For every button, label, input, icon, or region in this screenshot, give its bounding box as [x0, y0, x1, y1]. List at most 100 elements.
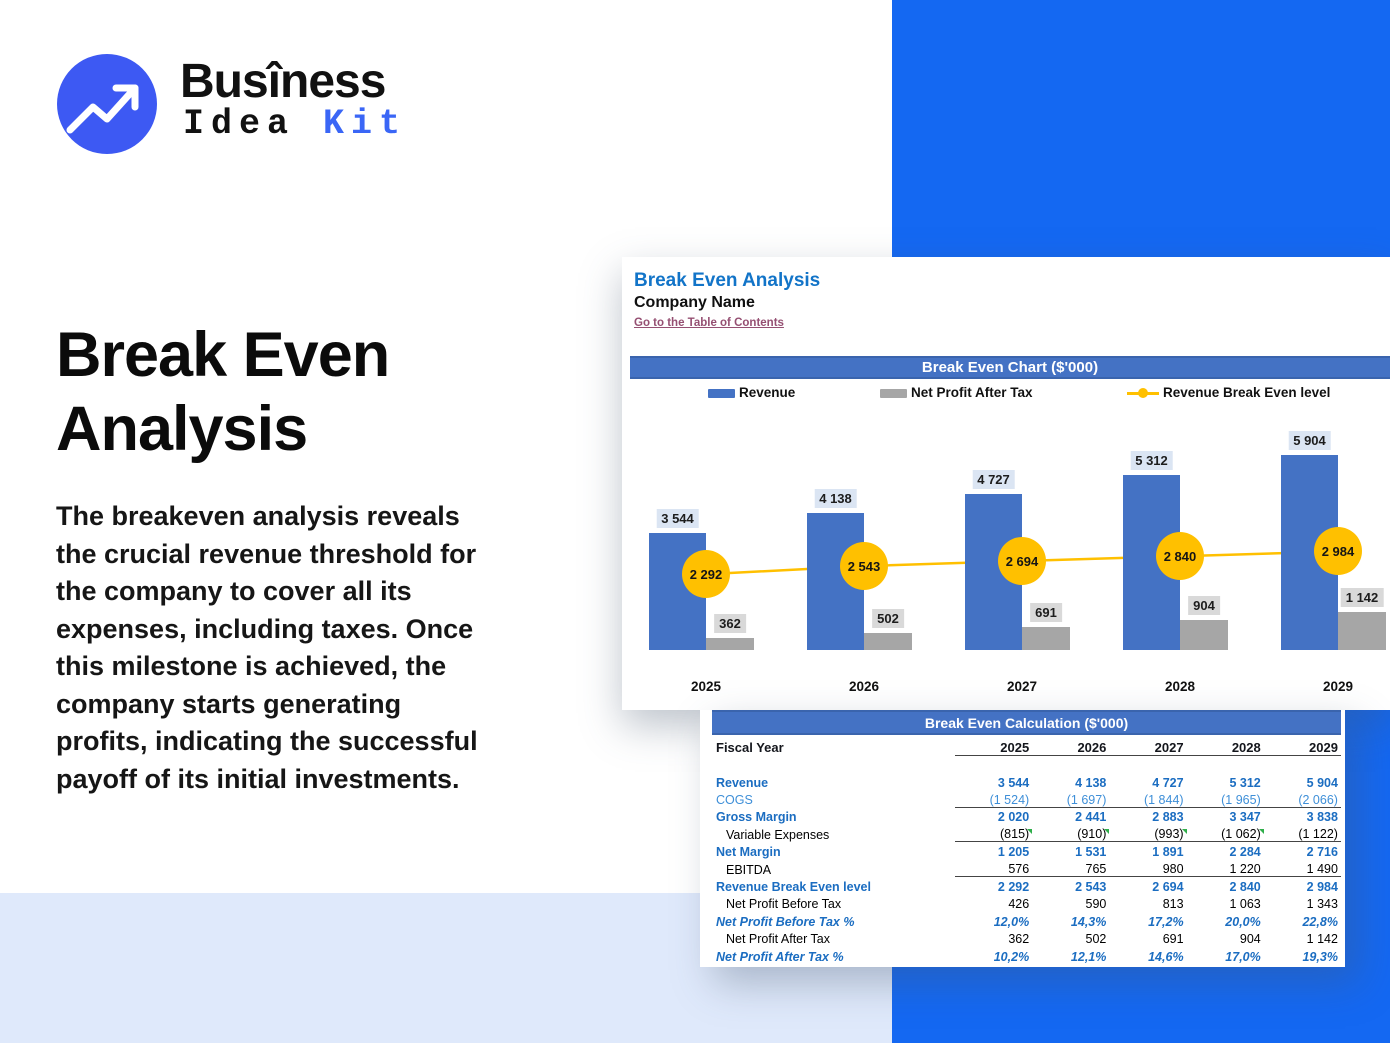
break-even-marker: 2 292 [682, 550, 730, 599]
break-even-marker: 2 694 [998, 537, 1046, 586]
row-values: 2 020 2 441 2 883 3 347 3 838 [955, 810, 1341, 824]
value-cell: 4 727 [1152, 775, 1184, 790]
category-axis-label: 2025 [690, 679, 722, 694]
value-cell: 1 205 [997, 845, 1030, 860]
net-profit-data-label: 691 [1030, 603, 1062, 623]
value-cell: (1 122) [1298, 827, 1338, 842]
net-profit-bar [706, 638, 754, 650]
row-values: 576 765 980 1 220 1 490 [955, 862, 1341, 878]
value-cell: (1 062) [1187, 827, 1264, 841]
revenue-data-label: 5 312 [1130, 450, 1173, 470]
row-values: 12,0% 14,3% 17,2% 20,0% 22,8% [955, 915, 1341, 929]
value-cell: 362 [1008, 932, 1030, 947]
net-profit-bar [1180, 620, 1228, 650]
value-cell: 1 063 [1229, 897, 1261, 912]
row-values: (1 524) (1 697) (1 844) (1 965) (2 066) [955, 793, 1341, 808]
table-row: COGS (1 524) (1 697) (1 844) (1 965) (2 066) [716, 791, 1341, 808]
chart-plot: 3 544 362 2 292 2025 4 138 502 2 543 2026 4 727 6… [622, 407, 1390, 710]
comment-flag-icon [1181, 829, 1187, 835]
trend-arrow-icon [57, 54, 157, 154]
fiscal-year-columns: 2025 2026 2027 2028 2029 [955, 740, 1341, 756]
value-cell: 2 441 [1075, 810, 1107, 825]
value-cell: 2 883 [1152, 810, 1184, 825]
revenue-swatch-icon [708, 388, 735, 398]
calculation-table-card: Break Even Calculation ($'000) Fiscal Ye… [700, 710, 1345, 967]
value-cell: 2 292 [997, 880, 1030, 895]
page-title: Break Even Analysis [56, 320, 390, 464]
table-row: Net Profit Before Tax % 12,0% 14,3% 17,2% 20… [716, 913, 1341, 930]
value-cell: (1 965) [1221, 792, 1261, 807]
value-cell: 1 142 [1306, 932, 1338, 947]
value-cell: 1 531 [1075, 845, 1107, 860]
row-label: Gross Margin [716, 810, 797, 825]
value-cell: 20,0% [1225, 914, 1261, 929]
value-cell: (993) [1109, 827, 1187, 841]
net-profit-swatch-icon [880, 388, 907, 398]
sheet-title: Break Even Analysis [634, 270, 821, 291]
break-even-marker: 2 543 [840, 542, 888, 590]
value-cell: (1 844) [1143, 792, 1184, 807]
value-cell: (1 697) [1066, 792, 1107, 807]
table-row: Net Profit After Tax % 10,2% 12,1% 14,6% 17,… [716, 948, 1341, 965]
year-header-cell: 2025 [1000, 739, 1030, 755]
comment-flag-icon [1258, 829, 1264, 835]
value-cell: (815) [955, 827, 1033, 841]
row-values: 1 205 1 531 1 891 2 284 2 716 [955, 845, 1341, 859]
value-cell: 2 984 [1306, 880, 1338, 895]
revenue-data-label: 3 544 [656, 508, 699, 528]
brand-subtitle-kit: Kit [323, 104, 408, 144]
table-row: Revenue 3 544 4 138 4 727 5 312 5 904 [716, 774, 1341, 791]
net-profit-data-label: 362 [714, 614, 746, 634]
value-cell: 813 [1162, 897, 1184, 912]
table-row: Gross Margin 2 020 2 441 2 883 3 347 3 838 [716, 809, 1341, 826]
row-label: EBITDA [726, 862, 772, 877]
value-cell: 980 [1162, 862, 1184, 877]
row-values: 426 590 813 1 063 1 343 [955, 897, 1341, 911]
break-even-line-icon [1127, 388, 1159, 399]
legend-revenue-label: Revenue [739, 385, 796, 400]
value-cell: (1 524) [989, 792, 1030, 807]
comment-flag-icon [1104, 829, 1110, 835]
value-cell: 502 [1085, 932, 1107, 947]
row-values: 362 502 691 904 1 142 [955, 932, 1341, 946]
row-label: Net Profit Before Tax % [716, 914, 855, 929]
net-profit-bar [1022, 627, 1070, 650]
table-row: Net Profit Before Tax 426 590 813 1 063 1 343 [716, 896, 1341, 913]
category-axis-label: 2028 [1164, 679, 1196, 694]
value-cell: 5 312 [1229, 775, 1261, 790]
row-label: Net Profit Before Tax [726, 897, 842, 912]
row-values: 10,2% 12,1% 14,6% 17,0% 19,3% [955, 950, 1341, 964]
value-cell: 1 220 [1229, 862, 1261, 877]
value-cell: 2 716 [1306, 845, 1338, 860]
year-header-cell: 2029 [1309, 739, 1338, 755]
value-cell: (910) [1032, 827, 1110, 841]
row-label: Net Profit After Tax % [716, 949, 844, 964]
legend-net-profit: Net Profit After Tax [880, 385, 1033, 401]
year-header-cell: 2026 [1077, 739, 1107, 755]
value-cell: 12,0% [993, 914, 1030, 929]
brand-subtitle-idea: Idea [183, 104, 324, 144]
chart-card: Break Even Analysis Company Name Go to t… [622, 257, 1390, 710]
value-cell: 19,3% [1302, 949, 1338, 964]
value-cell: 765 [1085, 862, 1107, 877]
value-cell: 4 138 [1075, 775, 1107, 790]
value-cell: 2 694 [1152, 880, 1184, 895]
value-cell: 17,2% [1148, 914, 1184, 929]
value-cell: 22,8% [1302, 914, 1338, 929]
fiscal-year-label: Fiscal Year [716, 740, 784, 755]
legend-net-profit-label: Net Profit After Tax [911, 385, 1033, 400]
value-cell: 12,1% [1070, 949, 1107, 964]
value-cell: 3 838 [1306, 810, 1338, 825]
row-label: Revenue Break Even level [716, 880, 871, 895]
brand-subtitle: Idea Kit [183, 104, 407, 144]
row-label: Net Profit After Tax [726, 932, 830, 947]
table-of-contents-link[interactable]: Go to the Table of Contents [634, 317, 784, 329]
net-profit-data-label: 1 142 [1340, 588, 1384, 608]
row-values: 2 292 2 543 2 694 2 840 2 984 [955, 880, 1341, 894]
table-row: Variable Expenses (815) (910) (993) (1 062)(… [716, 826, 1341, 843]
value-cell: 1 343 [1306, 897, 1338, 912]
value-cell: 1 490 [1306, 862, 1338, 877]
value-cell: 17,0% [1225, 949, 1261, 964]
row-values: 3 544 4 138 4 727 5 312 5 904 [955, 776, 1341, 790]
